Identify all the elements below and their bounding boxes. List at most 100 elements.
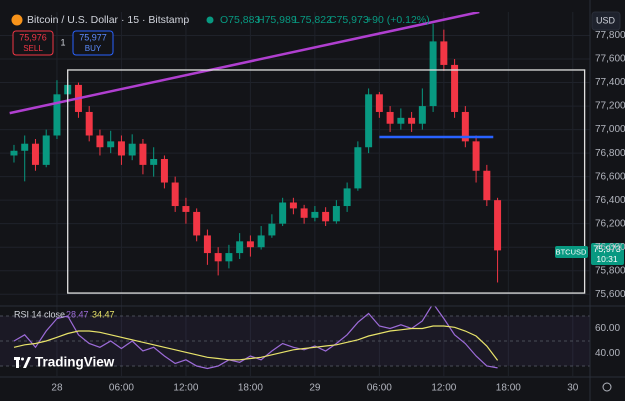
ohlc-open: O75,883 (220, 14, 260, 26)
candle-body (139, 143, 147, 165)
candle-body (311, 211, 319, 218)
ohlc-low: L75,822 (294, 14, 332, 26)
y-tick-label: 77,400 (595, 77, 625, 88)
candle-body (322, 211, 330, 222)
ohlc-close: C75,973 (329, 14, 369, 26)
candle-body (300, 208, 308, 218)
symbol-title: Bitcoin / U.S. Dollar · 15 · Bitstamp (27, 14, 189, 26)
buy-price: 75,977 (79, 32, 107, 42)
y-tick-label: 77,800 (595, 30, 625, 41)
ohlc-change: +90 (+0.12%) (366, 14, 430, 26)
candle-body (160, 159, 168, 183)
candle-body (343, 188, 351, 207)
candle-body (182, 206, 190, 212)
currency-button[interactable] (591, 11, 621, 31)
candle-body (225, 253, 233, 262)
x-tick-label: 06:00 (109, 383, 134, 394)
candle-body (246, 241, 254, 248)
logo-mark (23, 357, 31, 368)
candle-body (472, 141, 480, 171)
candle-body (236, 241, 244, 254)
x-tick-label: 12:00 (173, 383, 198, 394)
y-tick-label: 75,800 (595, 265, 625, 276)
rectangle (67, 69, 586, 294)
candle-body (408, 117, 416, 124)
x-tick-label: 12:00 (431, 383, 456, 394)
currency: USD (596, 15, 616, 25)
last-price-tag (591, 243, 624, 265)
candle-body (429, 41, 437, 107)
candle-body (451, 64, 459, 112)
rsi-tick-label: 40.00 (595, 348, 620, 359)
rsi-value: 28.47 (66, 309, 89, 319)
candle-body (96, 135, 104, 148)
x-tick-label: 30 (567, 383, 579, 394)
x-tick-label: 06:00 (367, 383, 392, 394)
x-tick-label: 28 (51, 383, 63, 394)
candle-body (21, 143, 29, 151)
candle-body (354, 147, 362, 189)
candle-body (117, 141, 125, 156)
rsi-tick-label: 60.00 (595, 323, 620, 334)
rsi-ma-value: 34.47 (92, 309, 115, 319)
logo: TradingView (14, 355, 115, 370)
candle-body (53, 94, 61, 136)
rsi-line (13, 325, 499, 361)
sell-price: 75,976 (19, 32, 47, 42)
y-tick-label: 77,200 (595, 101, 625, 112)
x-tick-label: 29 (309, 383, 321, 394)
btc-icon (11, 14, 23, 26)
candle-body (171, 182, 179, 207)
candle-body (107, 141, 115, 148)
candle-body (193, 211, 201, 236)
candle-body (42, 135, 50, 165)
logo-mark (16, 357, 19, 368)
y-tick-label: 76,000 (595, 242, 625, 253)
candle-body (386, 111, 394, 124)
y-tick-label: 76,400 (595, 195, 625, 206)
candle-body (268, 223, 276, 236)
settings-icon[interactable] (602, 382, 612, 392)
y-tick-label: 75,600 (595, 289, 625, 300)
candle-body (85, 111, 93, 136)
y-tick-label: 76,600 (595, 171, 625, 182)
sell-label: SELL (23, 44, 43, 53)
x-tick-label: 18:00 (496, 383, 521, 394)
candle-body (214, 253, 222, 262)
candle-body (31, 143, 39, 165)
symbol-tag-text: BTCUSD (556, 247, 587, 256)
candle-body (332, 206, 340, 222)
market-status (206, 16, 214, 24)
trendline (9, 12, 480, 115)
countdown: 10:31 (596, 254, 618, 264)
rsi-title: RSI 14 close (14, 309, 65, 319)
candle-body (128, 143, 136, 156)
candle-body (289, 202, 297, 209)
buy-button[interactable] (72, 30, 114, 56)
candle-body (418, 106, 426, 124)
candle-body (257, 235, 265, 248)
y-tick-label: 77,600 (595, 54, 625, 65)
quantity: 1 (60, 37, 65, 47)
candle-body (440, 41, 448, 65)
y-tick-label: 76,800 (595, 148, 625, 159)
buy-label: BUY (85, 44, 102, 53)
logo-mark (21, 357, 24, 361)
ohlc-high: H75,989 (257, 14, 297, 26)
last-price: 75,973 (593, 244, 621, 254)
candle-body (279, 202, 287, 224)
candle-body (494, 200, 502, 251)
candle-body (203, 235, 211, 254)
x-tick-label: 18:00 (238, 383, 263, 394)
candle-body (397, 117, 405, 124)
logo-text: TradingView (35, 355, 115, 370)
candle-body (365, 94, 373, 148)
y-tick-label: 76,200 (595, 218, 625, 229)
y-tick-label: 77,000 (595, 124, 625, 135)
symbol-tag (555, 246, 588, 258)
candle-body (483, 170, 491, 201)
candle-body (375, 94, 383, 112)
sell-button[interactable] (12, 30, 54, 56)
candle-body (10, 150, 18, 156)
